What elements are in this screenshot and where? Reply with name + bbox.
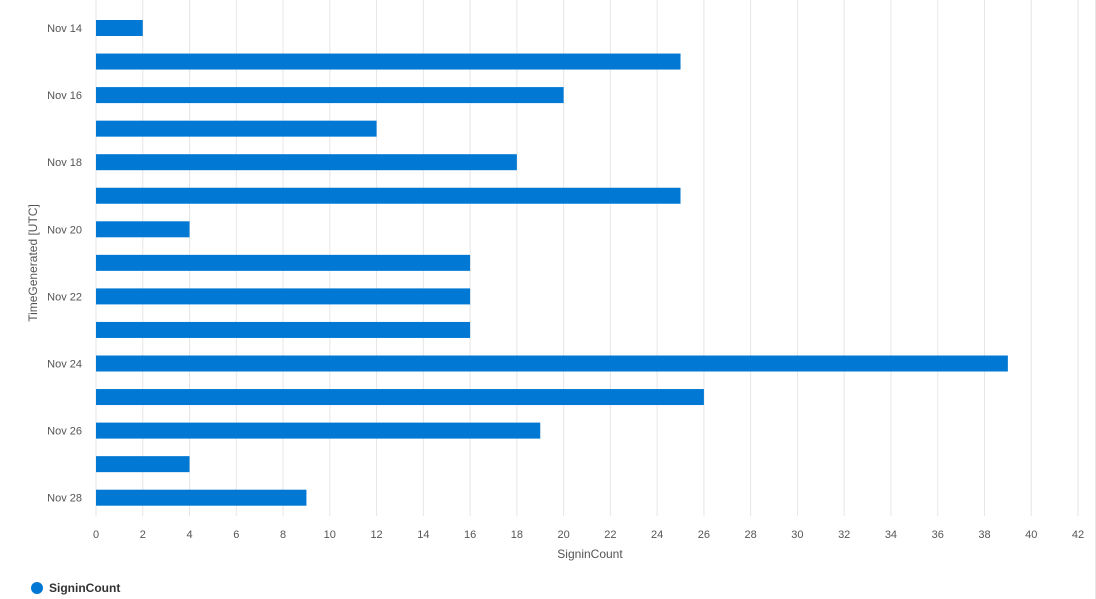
x-tick-label: 32 bbox=[838, 529, 850, 541]
y-axis-ticks: Nov 14 Nov 16 Nov 18 Nov 20 Nov 22 Nov 24 Nov … bbox=[47, 23, 82, 505]
x-tick-label: 20 bbox=[557, 529, 569, 541]
x-tick-label: 34 bbox=[885, 529, 897, 541]
legend-swatch bbox=[31, 582, 43, 594]
x-tick-label: 0 bbox=[93, 529, 99, 541]
y-tick-label: Nov 22 bbox=[47, 291, 82, 303]
y-tick-label: Nov 28 bbox=[47, 493, 82, 505]
x-tick-label: 26 bbox=[698, 529, 710, 541]
x-tick-label: 24 bbox=[651, 529, 663, 541]
x-tick-label: 18 bbox=[511, 529, 523, 541]
x-tick-label: 28 bbox=[745, 529, 757, 541]
bar-nov-21[interactable] bbox=[96, 254, 471, 271]
bar-nov-16[interactable] bbox=[96, 87, 564, 104]
x-axis-title: SigninCount bbox=[557, 547, 623, 561]
bar-nov-27[interactable] bbox=[96, 456, 190, 473]
x-tick-label: 12 bbox=[370, 529, 382, 541]
y-axis-title: TimeGenerated [UTC] bbox=[26, 204, 40, 322]
bar-nov-25[interactable] bbox=[96, 389, 704, 406]
x-tick-label: 14 bbox=[417, 529, 429, 541]
x-tick-label: 38 bbox=[978, 529, 990, 541]
x-tick-label: 10 bbox=[324, 529, 336, 541]
bar-nov-28[interactable] bbox=[96, 489, 307, 506]
x-tick-label: 30 bbox=[791, 529, 803, 541]
x-tick-label: 16 bbox=[464, 529, 476, 541]
bar-nov-18[interactable] bbox=[96, 154, 517, 171]
bar-nov-20[interactable] bbox=[96, 221, 190, 238]
x-tick-label: 8 bbox=[280, 529, 286, 541]
x-tick-label: 4 bbox=[186, 529, 192, 541]
legend-label-signincount: SigninCount bbox=[49, 581, 121, 595]
x-tick-label: 6 bbox=[233, 529, 239, 541]
x-tick-label: 42 bbox=[1072, 529, 1084, 541]
x-tick-label: 22 bbox=[604, 529, 616, 541]
bar-nov-14[interactable] bbox=[96, 20, 143, 36]
bar-nov-22[interactable] bbox=[96, 288, 471, 305]
bar-nov-26[interactable] bbox=[96, 422, 541, 439]
bar-nov-19[interactable] bbox=[96, 187, 681, 204]
bar-nov-15[interactable] bbox=[96, 53, 681, 70]
bar-chart: Nov 14 Nov 16 Nov 18 Nov 20 Nov 22 Nov 24 Nov … bbox=[26, 0, 1084, 561]
bars bbox=[96, 20, 1008, 506]
bar-nov-24[interactable] bbox=[96, 355, 1008, 372]
y-tick-label: Nov 16 bbox=[47, 90, 82, 102]
bar-nov-23[interactable] bbox=[96, 321, 471, 338]
x-tick-label: 2 bbox=[140, 529, 146, 541]
x-tick-label: 40 bbox=[1025, 529, 1037, 541]
y-tick-label: Nov 24 bbox=[47, 359, 82, 371]
gridlines bbox=[95, 0, 1079, 516]
legend[interactable]: SigninCount bbox=[31, 581, 120, 595]
x-axis-ticks: 0 2 4 6 8 10 12 14 16 18 20 22 24 26 28 30 32 34 36 38 40 42 bbox=[93, 529, 1084, 541]
bar-nov-17[interactable] bbox=[96, 120, 377, 137]
y-tick-label: Nov 20 bbox=[47, 224, 82, 236]
y-tick-label: Nov 18 bbox=[47, 157, 82, 169]
x-tick-label: 36 bbox=[932, 529, 944, 541]
y-tick-label: Nov 26 bbox=[47, 426, 82, 438]
y-tick-label: Nov 14 bbox=[47, 23, 82, 35]
